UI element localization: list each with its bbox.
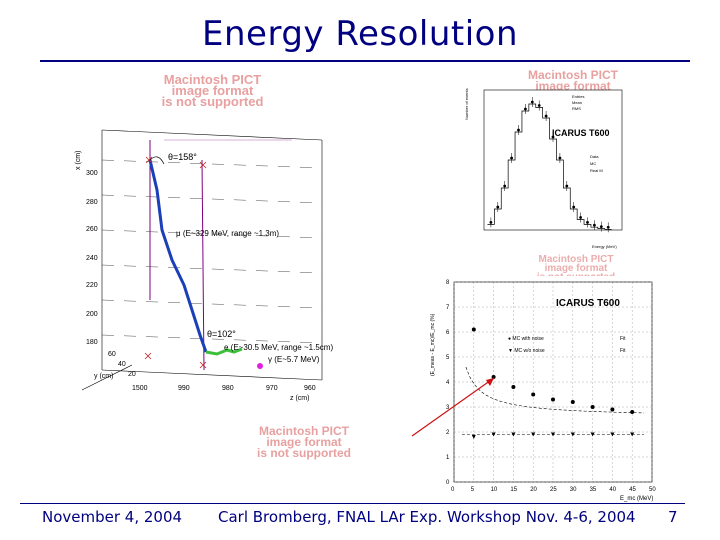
histogram-x-label: Energy (MeV) [592,244,617,249]
gamma-point [257,363,263,369]
x-tick-label: 35 [590,487,597,493]
x-tick-label: 40 [609,487,616,493]
y-axis-label: x (cm) [75,151,82,170]
y-tick-label: 4 [446,380,450,386]
x-tick-label: 10 [491,487,498,493]
y-tick-label: 5 [446,355,450,361]
plot-background [424,276,660,504]
histogram-legend-item: Real M [590,168,603,173]
point-with-noise [491,375,496,379]
z-tick: 990 [178,385,190,392]
histogram-series [487,103,612,230]
point-with-noise [590,405,595,409]
electron-track [205,347,243,356]
energy-histogram: ICARUS T600 Number of events Energy (MeV) D… [464,88,623,249]
point-no-noise [491,432,496,437]
point-no-noise [590,432,595,437]
point-no-noise [471,435,476,439]
legend-item: ▼ MC w/o noise [508,348,545,354]
footer-rule [20,503,685,504]
legend-item: ● MC with noise [508,336,544,342]
slide-title: Energy Resolution [202,14,518,54]
y-tick: 260 [86,226,98,233]
z-axis-label: z (cm) [290,395,309,402]
footer-event: Carl Bromberg, FNAL LAr Exp. Workshop No… [218,508,636,526]
depth-tick: 40 [118,361,126,368]
point-no-noise [511,432,516,437]
x-tick-label: 0 [451,487,455,493]
label-electron: e (E~30.5 MeV, range ~1.5cm) [224,343,333,352]
depth-axis-label: y (cm) [94,373,113,380]
point-no-noise [630,432,635,437]
point-with-noise [630,410,635,414]
guide-line [201,159,205,371]
y-tick-label: 2 [446,430,450,436]
res-x-label: E_mc (MeV) [620,496,653,502]
y-tick-label: 1 [446,455,450,461]
z-tick: 970 [266,385,278,392]
histogram-legend-item: MC [590,161,596,166]
x-tick-label: 30 [570,487,577,493]
x-tick-label: 50 [649,487,656,493]
plot-frame [483,89,623,231]
event-display: x (cm) 300 280 260 240 220 200 180 θ=158… [75,129,333,402]
label-theta2: θ=102° [207,329,236,339]
res-title: ICARUS T600 [556,298,620,309]
pict-placeholder-4: Macintosh PICT image format is not suppo… [257,424,351,460]
res-y-label: (E_meas - E_mc)/E_mc (%) [430,313,436,376]
y-tick: 300 [86,170,98,177]
histogram-stat: Mean [572,100,582,105]
point-no-noise [551,432,555,437]
x-tick-label: 5 [471,487,475,493]
y-tick: 280 [86,199,98,206]
pict-placeholder-1: Macintosh PICT image format is not suppo… [161,72,264,109]
y-tick-label: 6 [446,330,450,336]
label-mu: μ (E~329 MeV, range ~1.3m) [176,229,279,238]
point-no-noise [531,432,536,437]
point-with-noise [511,385,516,389]
z-tick: 1500 [132,385,148,392]
z-tick: 980 [222,385,234,392]
y-tick-label: 3 [446,405,450,411]
point-no-noise [570,432,575,437]
x-tick-label: 20 [530,487,537,493]
point-with-noise [471,327,476,332]
theta-arc [149,156,165,165]
point-with-noise [551,397,555,402]
depth-tick: 20 [128,371,136,378]
y-tick: 180 [86,339,98,346]
label-theta1: θ=158° [168,152,197,162]
title-rule [40,60,690,62]
y-tick-label: 7 [446,305,450,311]
z-tick: 960 [304,385,316,392]
point-with-noise [570,400,575,404]
legend-item: Fit [620,348,626,354]
x-tick-label: 45 [629,487,636,493]
y-tick: 220 [86,282,98,289]
x-tick-label: 15 [510,487,517,493]
page-number: 7 [668,508,678,526]
footer-date: November 4, 2004 [42,508,183,526]
fit-curve [465,366,645,414]
histogram-legend-item: Data [590,154,599,159]
y-tick-label: 8 [446,280,450,286]
point-with-noise [531,392,536,397]
point-no-noise [610,432,615,437]
y-tick: 240 [86,255,98,262]
muon-track [148,159,208,353]
depth-tick: 60 [108,351,116,358]
histogram-stat: RMS [572,106,581,111]
histogram-y-label: Number of events [464,88,469,120]
histogram-title: ICARUS T600 [552,128,610,138]
y-tick-label: 0 [446,480,450,486]
label-gamma: γ (E~5.7 MeV) [268,355,320,364]
legend-item: Fit [620,336,626,342]
point-with-noise [610,407,615,412]
y-tick: 200 [86,311,98,318]
x-tick-label: 25 [550,487,557,493]
histogram-stat: Entries [572,94,584,99]
